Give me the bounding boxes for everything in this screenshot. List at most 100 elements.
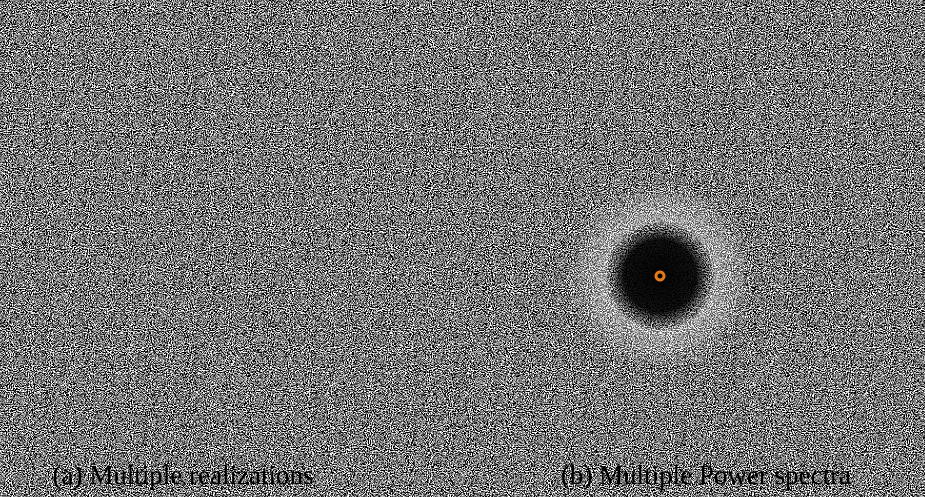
sample-point [364, 34, 367, 37]
sample-point [74, 332, 77, 335]
sample-point [268, 168, 271, 171]
sample-point [377, 70, 380, 73]
sample-point [188, 378, 191, 381]
sample-point [449, 119, 452, 122]
sample-point [386, 285, 389, 288]
sample-point [261, 315, 264, 318]
sample-point [322, 139, 326, 142]
sample-point [303, 245, 307, 248]
sample-point [230, 169, 233, 172]
sample-point [426, 246, 429, 249]
sample-point [340, 37, 343, 41]
sample-point [353, 279, 356, 282]
sample-point [443, 274, 446, 277]
sample-point [289, 135, 292, 138]
sample-point [176, 19, 179, 23]
sample-point [75, 133, 78, 136]
sample-point [255, 442, 258, 445]
sample-point [150, 120, 153, 123]
sample-point [96, 294, 100, 297]
sample-point [212, 12, 215, 15]
sample-point [361, 71, 364, 74]
sample-point [79, 407, 83, 410]
sample-point [148, 166, 151, 169]
sample-point [264, 378, 267, 381]
sample-point [291, 393, 294, 396]
sample-point [191, 371, 194, 374]
sample-point [191, 218, 194, 221]
sample-point [100, 408, 103, 411]
sample-point [92, 152, 95, 155]
sample-point [51, 364, 54, 367]
sample-point [114, 26, 117, 29]
sample-point [64, 185, 67, 188]
sample-point [61, 266, 64, 269]
sample-point [277, 227, 280, 231]
sample-point [381, 388, 384, 391]
sample-point [134, 166, 137, 169]
sample-point [351, 177, 354, 180]
sample-point [284, 332, 287, 335]
sample-point [429, 139, 432, 142]
sample-point [162, 121, 165, 124]
sample-point [174, 318, 177, 321]
sample-point [255, 181, 258, 184]
sample-point [124, 184, 127, 187]
sample-point [145, 80, 148, 83]
sample-point [390, 119, 393, 122]
sample-point [165, 38, 168, 41]
sample-point [60, 140, 64, 143]
sample-point [166, 144, 169, 147]
sample-point [226, 367, 229, 370]
sample-point [75, 85, 78, 88]
sample-point [362, 133, 366, 136]
sample-point [312, 243, 316, 246]
sample-point [357, 304, 360, 307]
sample-point [407, 292, 409, 296]
sample-point [452, 238, 455, 241]
sample-point [154, 297, 157, 300]
sample-point [206, 68, 209, 71]
sample-point [215, 178, 218, 181]
sample-point [38, 114, 41, 117]
sample-point [192, 146, 195, 149]
sample-point [200, 277, 203, 280]
sample-point [304, 145, 307, 148]
sample-point [401, 368, 404, 371]
sample-point [412, 186, 415, 189]
sample-point [266, 243, 269, 246]
sample-point [137, 146, 140, 149]
sample-point [101, 205, 104, 208]
sample-point [168, 157, 171, 160]
sample-point [450, 51, 453, 54]
sample-point [337, 182, 340, 185]
sample-point [247, 389, 250, 392]
sample-point [69, 96, 73, 99]
sample-point [439, 169, 442, 172]
sample-point [266, 34, 269, 37]
sample-point [123, 170, 126, 173]
sample-point [99, 353, 102, 356]
sample-point [368, 233, 371, 236]
sample-point [291, 171, 294, 174]
sample-point [411, 20, 414, 23]
sample-point [34, 438, 37, 442]
sample-point [123, 380, 127, 383]
sample-point [330, 24, 333, 27]
sample-point [49, 343, 52, 346]
sample-point [156, 67, 159, 71]
sample-point [230, 407, 233, 411]
sample-point [362, 329, 365, 333]
sample-point [87, 408, 90, 411]
sample-point [104, 309, 107, 312]
sample-point [349, 289, 352, 292]
sample-point [166, 130, 169, 133]
sample-point [353, 190, 356, 193]
sample-point [187, 390, 191, 393]
sample-point [390, 161, 393, 164]
sample-point [25, 294, 28, 297]
sample-point [153, 228, 156, 231]
sample-point [322, 214, 325, 217]
sample-point [238, 67, 241, 71]
